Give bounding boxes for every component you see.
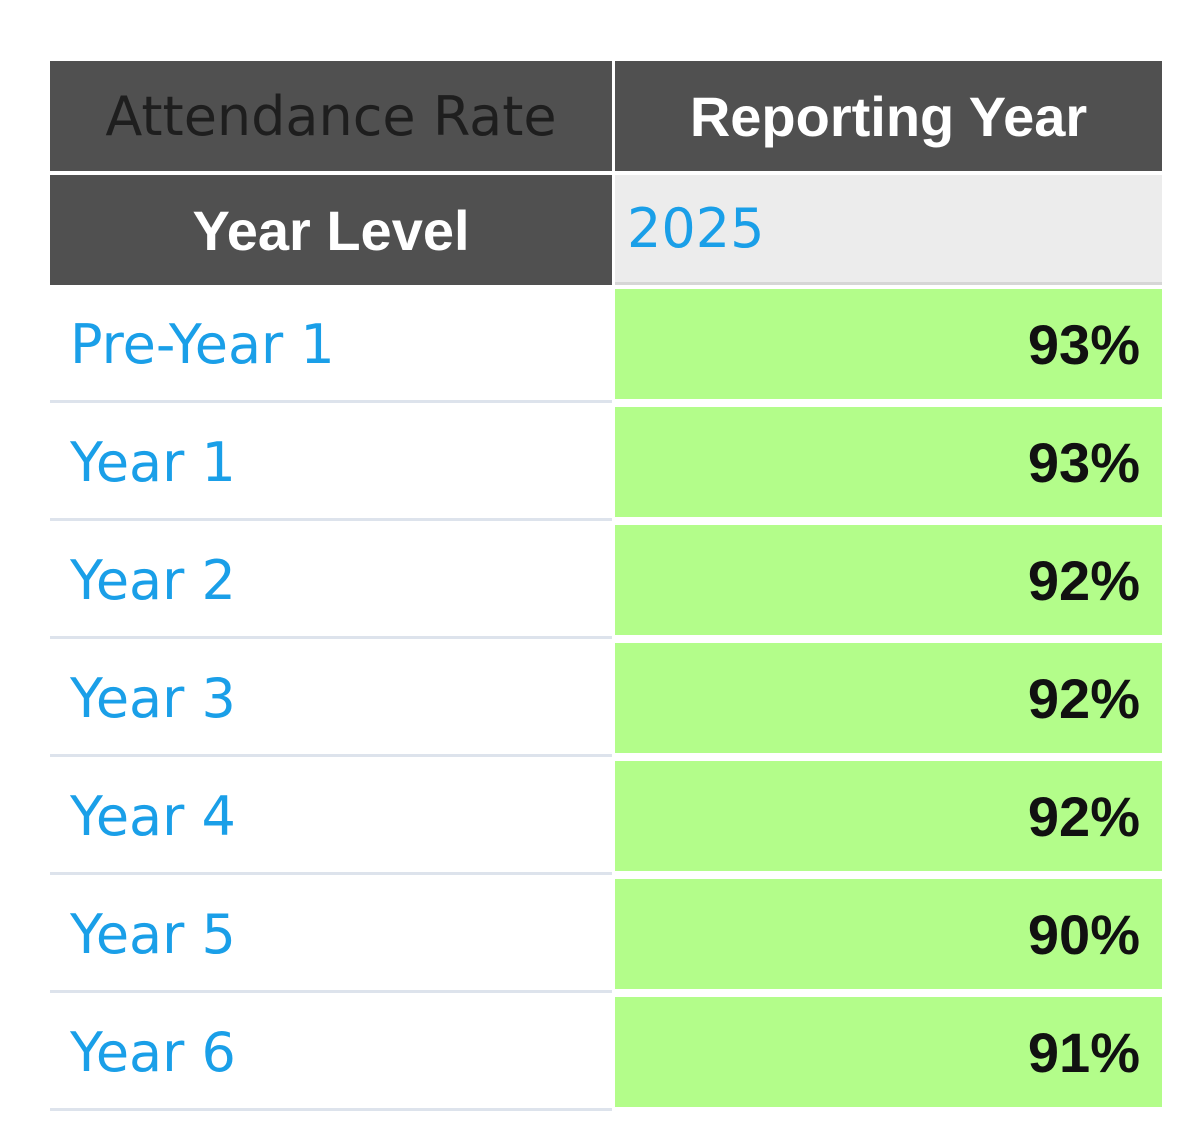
level-link[interactable]: Year 2 <box>70 549 236 612</box>
level-cell: Pre-Year 1 <box>50 289 612 403</box>
value-cell: 92% <box>615 643 1162 753</box>
attendance-value: 90% <box>1027 902 1140 966</box>
table-row: Year 6 91% <box>50 997 1162 1111</box>
table-row: Year 1 93% <box>50 407 1162 521</box>
value-cell: 93% <box>615 407 1162 517</box>
reporting-year-header: Reporting Year <box>689 84 1088 148</box>
year-level-header: Year Level <box>192 198 470 262</box>
table-row: Year 5 90% <box>50 879 1162 993</box>
subheader-row: Year Level 2025 <box>50 175 1162 285</box>
level-cell: Year 1 <box>50 407 612 521</box>
year-cell: 2025 <box>615 175 1162 285</box>
column-header-cell: Reporting Year <box>615 61 1162 171</box>
attendance-value: 93% <box>1027 430 1140 494</box>
level-link[interactable]: Year 6 <box>70 1021 236 1084</box>
year-2025-link[interactable]: 2025 <box>627 197 765 260</box>
level-cell: Year 2 <box>50 525 612 639</box>
value-cell: 91% <box>615 997 1162 1107</box>
value-cell: 93% <box>615 289 1162 399</box>
level-link[interactable]: Year 5 <box>70 903 236 966</box>
value-cell: 92% <box>615 525 1162 635</box>
level-link[interactable]: Year 1 <box>70 431 236 494</box>
value-cell: 92% <box>615 761 1162 871</box>
level-cell: Year 5 <box>50 879 612 993</box>
level-cell: Year 3 <box>50 643 612 757</box>
attendance-value: 92% <box>1027 666 1140 730</box>
level-cell: Year 6 <box>50 997 612 1111</box>
attendance-value: 92% <box>1027 548 1140 612</box>
table-row: Year 4 92% <box>50 761 1162 875</box>
level-cell: Year 4 <box>50 761 612 875</box>
attendance-rate-label: Attendance Rate <box>105 84 557 148</box>
corner-cell: Attendance Rate <box>50 61 612 171</box>
level-link[interactable]: Year 3 <box>70 667 236 730</box>
attendance-table: Attendance Rate Reporting Year Year Leve… <box>50 61 1162 1111</box>
attendance-value: 91% <box>1027 1020 1140 1084</box>
row-header-cell: Year Level <box>50 175 612 285</box>
value-cell: 90% <box>615 879 1162 989</box>
table-row: Year 3 92% <box>50 643 1162 757</box>
attendance-value: 93% <box>1027 312 1140 376</box>
table-row: Year 2 92% <box>50 525 1162 639</box>
level-link[interactable]: Year 4 <box>70 785 236 848</box>
header-row: Attendance Rate Reporting Year <box>50 61 1162 171</box>
level-link[interactable]: Pre-Year 1 <box>70 313 335 376</box>
table-row: Pre-Year 1 93% <box>50 289 1162 403</box>
attendance-value: 92% <box>1027 784 1140 848</box>
